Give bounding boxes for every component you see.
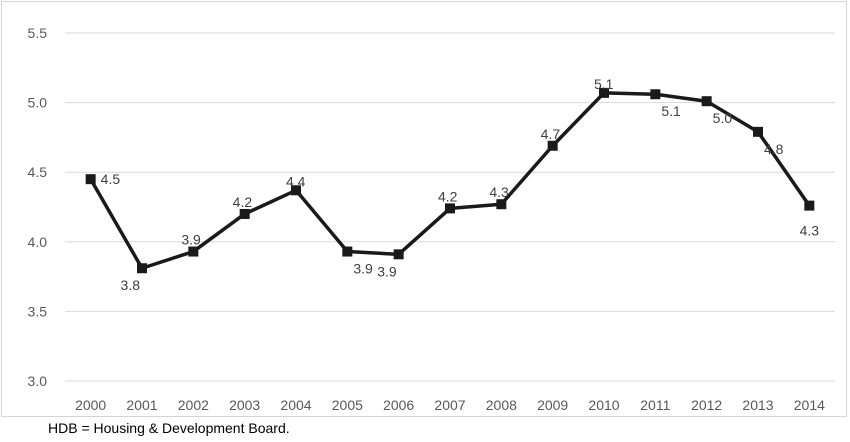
x-tick-label: 2007 [434, 397, 465, 413]
data-label: 5.1 [661, 103, 681, 119]
data-label: 4.5 [101, 171, 121, 187]
chart-frame [1, 1, 847, 417]
data-label: 4.2 [233, 194, 253, 210]
x-tick-label: 2013 [742, 397, 773, 413]
y-tick-label: 5.0 [28, 95, 48, 111]
data-label: 4.3 [489, 184, 509, 200]
x-tick-label: 2002 [178, 397, 209, 413]
footnote: HDB = Housing & Development Board. [48, 420, 290, 436]
data-point [650, 89, 661, 100]
data-point [239, 208, 250, 219]
data-point [393, 249, 404, 260]
data-label: 5.1 [594, 76, 614, 92]
x-tick-label: 2003 [229, 397, 260, 413]
x-tick-label: 2008 [486, 397, 517, 413]
x-tick-label: 2005 [332, 397, 363, 413]
x-tick-label: 2010 [588, 397, 619, 413]
y-tick-label: 3.5 [28, 303, 48, 319]
data-label: 5.0 [713, 110, 733, 126]
data-point [547, 140, 558, 151]
y-tick-label: 4.5 [28, 164, 48, 180]
x-tick-label: 2001 [126, 397, 157, 413]
data-point [445, 203, 455, 214]
data-point [701, 96, 712, 107]
data-point [753, 126, 763, 137]
data-label: 4.8 [764, 141, 784, 157]
x-tick-label: 2014 [794, 397, 825, 413]
data-label: 3.9 [377, 263, 397, 279]
gridlines [65, 32, 835, 382]
data-label: 3.8 [121, 277, 141, 293]
data-labels: 4.53.83.94.24.43.9 3.94.2 4.34.75.15.1 5.04… [101, 76, 820, 293]
data-label: 4.4 [286, 173, 306, 189]
data-label: 3.9 [353, 261, 373, 277]
data-point [85, 174, 96, 185]
data-point [496, 199, 507, 210]
data-markers [85, 87, 815, 274]
y-tick-label: 5.5 [28, 25, 48, 41]
x-tick-label: 2000 [75, 397, 106, 413]
y-tick-label: 3.0 [28, 373, 48, 389]
data-point [804, 200, 815, 211]
y-tick-label: 4.0 [28, 234, 48, 250]
data-label: 4.2 [438, 188, 458, 204]
x-tick-label: 2006 [383, 397, 414, 413]
data-point [599, 87, 609, 98]
x-axis-tick-labels: 2000 2001 2002 2003 2004 2005 2006 2007 2008 2009… [75, 397, 825, 413]
data-point [188, 246, 199, 257]
y-axis-tick-labels: 3.0 3.5 4.0 4.5 5.0 5.5 [28, 25, 48, 389]
x-tick-label: 2011 [640, 397, 670, 413]
x-tick-label: 2009 [537, 397, 568, 413]
data-label: 4.3 [800, 223, 820, 239]
data-point [342, 246, 353, 257]
x-tick-label: 2004 [280, 397, 311, 413]
data-label: 3.9 [181, 232, 201, 248]
data-label: 4.7 [541, 126, 561, 142]
data-point [291, 185, 301, 196]
line-chart: 3.03.54.04.55.05.5 2000 2001 2002 2003 2004 2… [28, 25, 835, 413]
data-point [137, 263, 147, 274]
x-tick-label: 2012 [691, 397, 722, 413]
